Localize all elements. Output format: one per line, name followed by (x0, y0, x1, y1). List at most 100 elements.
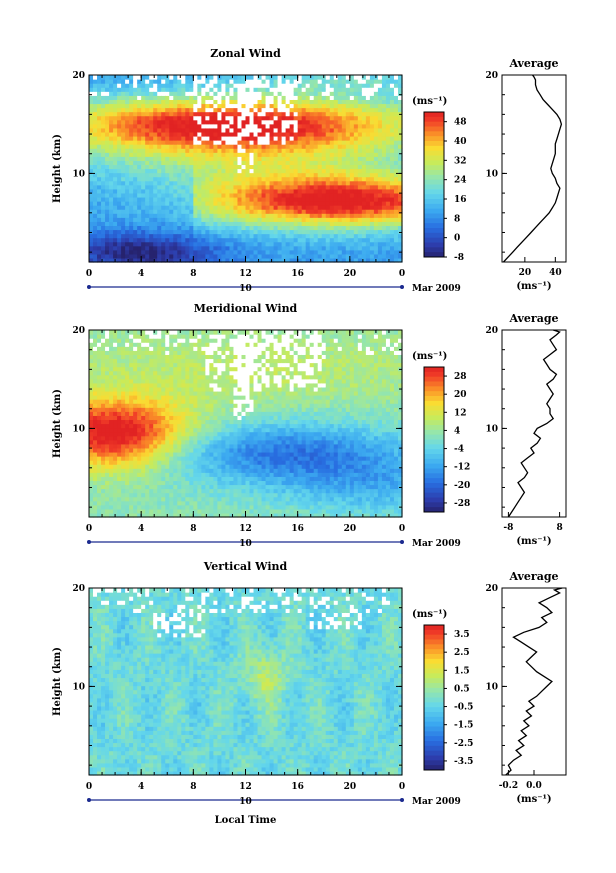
heatmap-cell (145, 172, 150, 178)
heatmap-cell (321, 119, 327, 125)
heatmap-cell (369, 205, 375, 210)
heatmap-cell (185, 131, 190, 137)
heatmap-cell (225, 148, 231, 153)
heatmap-cell (145, 160, 150, 166)
heatmap-cell (117, 79, 122, 84)
heatmap-cell (333, 221, 339, 227)
heatmap-cell (157, 378, 162, 384)
heatmap-cell (185, 451, 190, 457)
heatmap-cell (289, 99, 295, 105)
heatmap-cell (349, 257, 355, 263)
heatmap-cell (293, 107, 299, 113)
heatmap-cell (105, 508, 110, 514)
heatmap-cell (221, 123, 227, 129)
heatmap-cell (317, 168, 323, 174)
heatmap-cell (149, 342, 154, 347)
heatmap-cell (97, 152, 102, 157)
heatmap-cell (165, 83, 170, 88)
heatmap-cell (97, 249, 102, 255)
heatmap-cell (237, 140, 243, 145)
heatmap-cell (153, 172, 158, 178)
heatmap-cell (101, 504, 106, 510)
heatmap-cell (329, 196, 335, 202)
heatmap-cell (153, 427, 158, 433)
heatmap-cell (137, 492, 142, 498)
heatmap-cell (193, 249, 198, 255)
heatmap-cell (121, 390, 126, 396)
heatmap-cell (385, 237, 391, 243)
heatmap-cell (129, 399, 134, 404)
heatmap-cell (349, 111, 355, 117)
heatmap-cell (257, 160, 263, 166)
heatmap-cell (165, 439, 170, 445)
heatmap-cell (265, 160, 271, 166)
heatmap-cell (177, 346, 182, 351)
heatmap-cell (313, 164, 319, 170)
heatmap-cell (209, 221, 214, 227)
heatmap-cell (313, 209, 319, 214)
heatmap-cell (377, 233, 383, 239)
heatmap-cell (105, 435, 110, 441)
heatmap-cell (141, 386, 146, 392)
heatmap-cell (201, 127, 206, 133)
heatmap-cell (361, 233, 367, 239)
heatmap-cell (149, 152, 154, 157)
heatmap-cell (169, 79, 174, 84)
heatmap-cell (89, 237, 94, 243)
heatmap-cell (157, 75, 162, 80)
heatmap-cell (345, 148, 351, 153)
heatmap-cell (189, 390, 194, 396)
heatmap-cell (97, 91, 102, 96)
heatmap-cell (121, 135, 126, 141)
heatmap-cell (189, 456, 194, 461)
heatmap-cell (245, 87, 251, 92)
heatmap-cell (301, 257, 307, 263)
heatmap-cell (165, 386, 170, 392)
heatmap-cell (93, 148, 98, 153)
heatmap-cell (161, 209, 166, 214)
heatmap-cell (145, 508, 150, 514)
heatmap-cell (205, 184, 210, 190)
heatmap-cell (133, 468, 138, 473)
heatmap-cell (357, 257, 363, 263)
heatmap-cell (377, 131, 383, 137)
heatmap-cell (101, 253, 106, 259)
heatmap-cell (161, 370, 166, 376)
heatmap-cell (261, 221, 267, 227)
heatmap-cell (173, 354, 178, 360)
heatmap-cell (157, 488, 162, 494)
heatmap-cell (189, 123, 194, 129)
heatmap-cell (301, 221, 307, 227)
heatmap-cell (309, 140, 315, 145)
heatmap-cell (373, 217, 379, 222)
heatmap-cell (157, 415, 162, 421)
heatmap-cell (153, 334, 158, 339)
heatmap-cell (329, 95, 335, 100)
heatmap-cell (289, 127, 295, 133)
heatmap-cell (161, 201, 166, 206)
heatmap-cell (165, 188, 170, 194)
heatmap-cell (185, 107, 190, 113)
heatmap-cell (253, 140, 259, 145)
heatmap-cell (337, 115, 343, 121)
heatmap-cell (117, 346, 122, 351)
heatmap-cell (229, 95, 235, 100)
heatmap-cell (181, 148, 186, 153)
heatmap-cell (89, 205, 94, 210)
heatmap-cell (97, 107, 102, 113)
heatmap-cell (237, 217, 243, 222)
heatmap-cell (97, 500, 102, 506)
heatmap-cell (185, 443, 190, 449)
heatmap-cell (365, 237, 371, 243)
heatmap-cell (89, 140, 94, 145)
heatmap-cell (369, 184, 375, 190)
heatmap-cell (153, 75, 158, 80)
heatmap-cell (185, 411, 190, 416)
heatmap-cell (121, 91, 126, 96)
heatmap-cell (301, 123, 307, 129)
heatmap-cell (109, 346, 114, 351)
heatmap-cell (157, 492, 162, 498)
heatmap-cell (389, 168, 395, 174)
heatmap-cell (341, 111, 347, 117)
heatmap-cell (117, 500, 122, 506)
